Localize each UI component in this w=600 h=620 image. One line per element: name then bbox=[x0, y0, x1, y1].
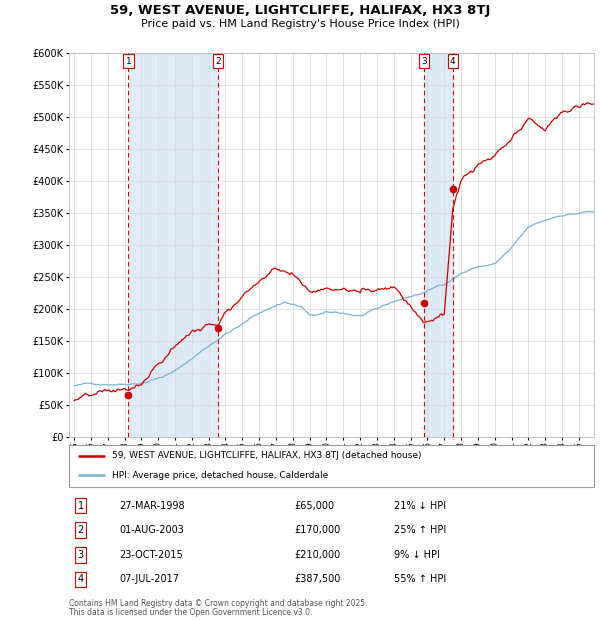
Text: 1: 1 bbox=[77, 500, 83, 511]
Text: 25% ↑ HPI: 25% ↑ HPI bbox=[395, 525, 447, 535]
Text: 2: 2 bbox=[215, 56, 221, 66]
Text: 3: 3 bbox=[77, 550, 83, 560]
Text: Contains HM Land Registry data © Crown copyright and database right 2025.: Contains HM Land Registry data © Crown c… bbox=[69, 599, 367, 608]
Text: 07-JUL-2017: 07-JUL-2017 bbox=[119, 574, 179, 585]
Text: £387,500: £387,500 bbox=[295, 574, 341, 585]
Text: HPI: Average price, detached house, Calderdale: HPI: Average price, detached house, Cald… bbox=[112, 471, 328, 480]
Text: 23-OCT-2015: 23-OCT-2015 bbox=[119, 550, 182, 560]
Text: £65,000: £65,000 bbox=[295, 500, 335, 511]
Text: 9% ↓ HPI: 9% ↓ HPI bbox=[395, 550, 440, 560]
Bar bbox=[424, 53, 453, 437]
Text: 3: 3 bbox=[421, 56, 427, 66]
Text: This data is licensed under the Open Government Licence v3.0.: This data is licensed under the Open Gov… bbox=[69, 608, 313, 617]
Text: 1: 1 bbox=[125, 56, 131, 66]
FancyBboxPatch shape bbox=[69, 445, 594, 487]
Text: 01-AUG-2003: 01-AUG-2003 bbox=[119, 525, 184, 535]
Text: 4: 4 bbox=[77, 574, 83, 585]
Text: 59, WEST AVENUE, LIGHTCLIFFE, HALIFAX, HX3 8TJ: 59, WEST AVENUE, LIGHTCLIFFE, HALIFAX, H… bbox=[110, 4, 490, 17]
Text: £170,000: £170,000 bbox=[295, 525, 341, 535]
Bar bbox=[128, 53, 218, 437]
Text: 27-MAR-1998: 27-MAR-1998 bbox=[119, 500, 185, 511]
Text: Price paid vs. HM Land Registry's House Price Index (HPI): Price paid vs. HM Land Registry's House … bbox=[140, 19, 460, 29]
Text: 59, WEST AVENUE, LIGHTCLIFFE, HALIFAX, HX3 8TJ (detached house): 59, WEST AVENUE, LIGHTCLIFFE, HALIFAX, H… bbox=[112, 451, 422, 461]
Text: 4: 4 bbox=[450, 56, 455, 66]
Text: 55% ↑ HPI: 55% ↑ HPI bbox=[395, 574, 447, 585]
Text: 2: 2 bbox=[77, 525, 83, 535]
Text: £210,000: £210,000 bbox=[295, 550, 341, 560]
Text: 21% ↓ HPI: 21% ↓ HPI bbox=[395, 500, 446, 511]
